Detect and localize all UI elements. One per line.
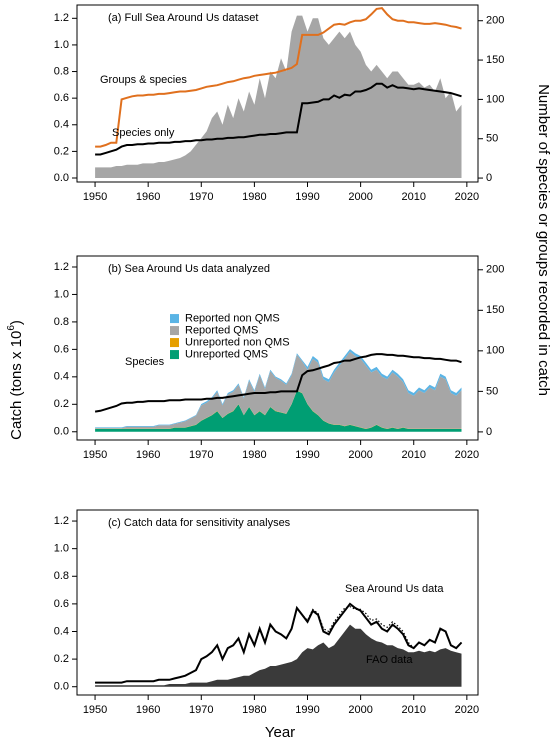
y-tick-label: 0.2: [54, 398, 69, 410]
x-tick-label: 1960: [136, 704, 160, 716]
y2-tick-label: 100: [486, 93, 504, 105]
series-label: Species only: [112, 127, 175, 139]
y-axis-label: Catch (tons x 106): [6, 320, 25, 440]
x-tick-label: 1960: [136, 449, 160, 461]
line: [95, 82, 462, 156]
y-label-end: ): [8, 320, 25, 325]
y-tick-label: 0.6: [54, 92, 69, 104]
y-tick-label: 0.2: [54, 145, 69, 157]
x-tick-label: 2020: [455, 191, 479, 203]
x-tick-label: 1990: [295, 191, 319, 203]
x-tick-label: 2010: [401, 191, 425, 203]
x-tick-label: 1960: [136, 191, 160, 203]
x-tick-label: 1970: [189, 449, 213, 461]
y-tick-label: 1.0: [54, 288, 69, 300]
y2-tick-label: 100: [486, 345, 504, 357]
area: [95, 351, 462, 429]
x-tick-label: 2000: [348, 191, 372, 203]
x-tick-label: 1990: [295, 704, 319, 716]
x-tick-label: 1950: [83, 191, 107, 203]
y-tick-label: 0.2: [54, 653, 69, 665]
plot-frame: [76, 509, 479, 696]
x-tick-label: 1980: [242, 704, 266, 716]
y2-axis-label: Number of species or groups recorded in …: [535, 84, 552, 396]
x-tick-label: 1990: [295, 449, 319, 461]
plot-frame: [76, 4, 479, 183]
legend-label: Reported QMS: [185, 324, 258, 336]
x-tick-label: 1980: [242, 449, 266, 461]
x-tick-label: 2020: [455, 449, 479, 461]
y-tick-label: 0.0: [54, 172, 69, 184]
y-tick-label: 0.4: [54, 119, 69, 131]
legend-swatch: [170, 314, 179, 324]
x-tick-label: 1950: [83, 704, 107, 716]
series-label: Species: [125, 356, 165, 368]
y-tick-label: 0.6: [54, 598, 69, 610]
x-tick-label: 2010: [401, 704, 425, 716]
x-axis-label: Year: [265, 724, 295, 741]
line: [95, 7, 462, 148]
y2-tick-label: 150: [486, 54, 504, 66]
panel-title: (c) Catch data for sensitivity analyses: [108, 517, 291, 529]
y-tick-label: 1.2: [54, 515, 69, 527]
legend-swatch: [170, 350, 179, 360]
series-label: Groups & species: [100, 74, 187, 86]
area: [95, 349, 462, 429]
x-tick-label: 1980: [242, 191, 266, 203]
area: [95, 15, 462, 178]
y-tick-label: 0.0: [54, 426, 69, 438]
panel-title: (b) Sea Around Us data analyzed: [108, 263, 270, 275]
x-tick-label: 2000: [348, 449, 372, 461]
x-tick-label: 2000: [348, 704, 372, 716]
y-tick-label: 0.6: [54, 343, 69, 355]
legend-label: Unreported QMS: [185, 348, 268, 360]
y2-tick-label: 200: [486, 15, 504, 27]
y-tick-label: 0.4: [54, 371, 69, 383]
y-tick-label: 1.0: [54, 543, 69, 555]
line: [95, 602, 463, 684]
area: [95, 390, 462, 432]
y2-tick-label: 0: [486, 426, 492, 438]
y2-tick-label: 200: [486, 264, 504, 276]
x-tick-label: 1950: [83, 449, 107, 461]
x-tick-label: 2010: [401, 449, 425, 461]
x-tick-label: 2020: [455, 704, 479, 716]
y-tick-label: 0.0: [54, 681, 69, 693]
y-tick-label: 0.8: [54, 316, 69, 328]
x-tick-label: 1970: [189, 191, 213, 203]
series-label: FAO data: [366, 654, 413, 666]
y-tick-label: 1.0: [54, 39, 69, 51]
y-tick-label: 0.8: [54, 570, 69, 582]
y-tick-label: 0.4: [54, 625, 69, 637]
y-label-text: Catch (tons x 10: [8, 331, 25, 440]
y-label-exponent: 6: [6, 325, 17, 331]
plot-frame: [76, 255, 479, 441]
y2-tick-label: 0: [486, 172, 492, 184]
area: [95, 624, 462, 687]
panel-title: (a) Full Sea Around Us dataset: [108, 12, 258, 24]
y-tick-label: 1.2: [54, 261, 69, 273]
y2-tick-label: 150: [486, 304, 504, 316]
legend-swatch: [170, 338, 179, 348]
legend-swatch: [170, 326, 179, 336]
legend-label: Unreported non QMS: [185, 336, 290, 348]
line: [94, 353, 462, 413]
y-tick-label: 0.8: [54, 65, 69, 77]
series-label: Sea Around Us data: [345, 583, 444, 595]
y2-tick-label: 50: [486, 133, 498, 145]
y-tick-label: 1.2: [54, 12, 69, 24]
y2-tick-label: 50: [486, 385, 498, 397]
legend-label: Reported non QMS: [185, 312, 280, 324]
x-tick-label: 1970: [189, 704, 213, 716]
